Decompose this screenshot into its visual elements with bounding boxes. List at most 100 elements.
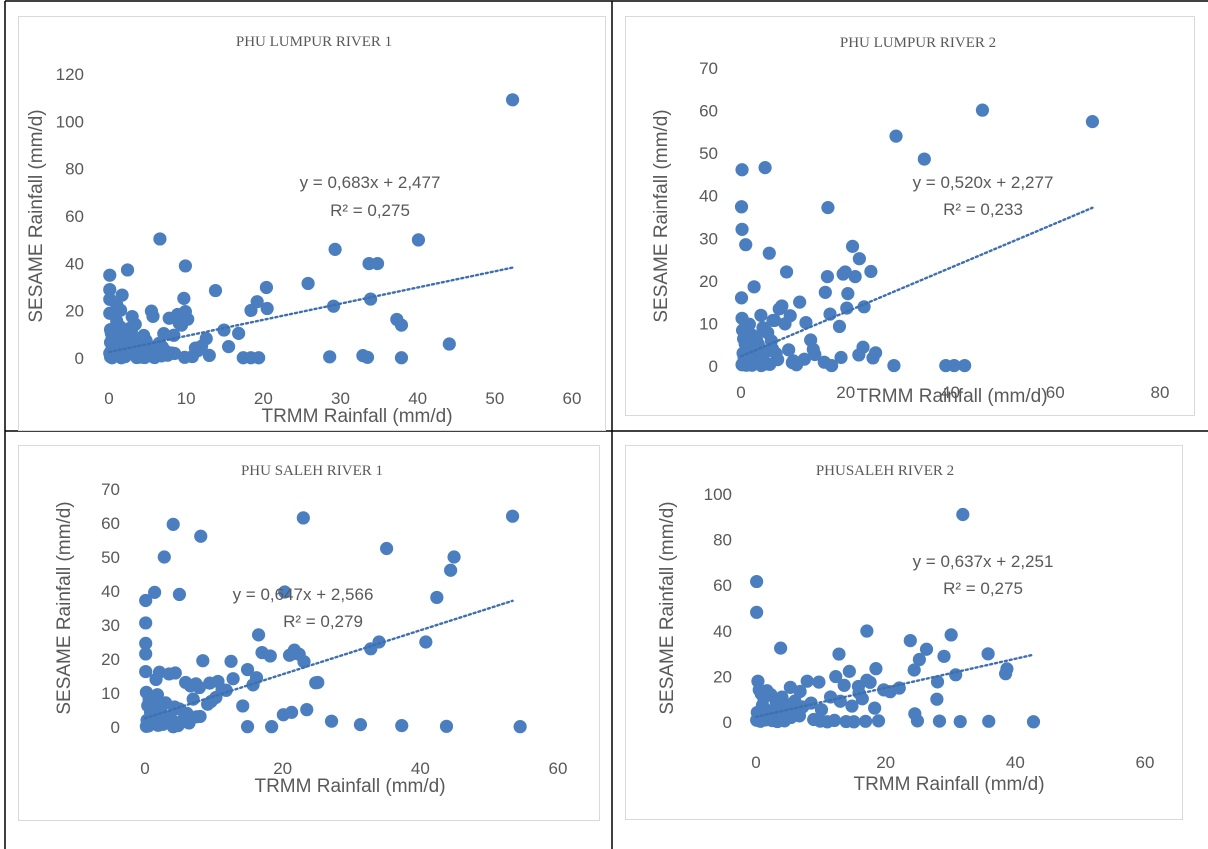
data-point [775,299,789,313]
data-point [975,103,990,117]
y-tick-label: 10 [699,314,718,333]
data-point [883,685,897,699]
data-point [172,587,187,602]
data-point [812,675,826,689]
data-point [944,628,958,642]
data-point [832,647,846,661]
y-tick-label: 60 [65,207,84,226]
y-tick-label: 10 [101,684,120,703]
data-point [937,649,951,663]
data-point [324,714,339,728]
data-point [186,692,200,706]
data-point [842,664,856,678]
data-point [868,701,882,715]
data-point [782,343,796,357]
data-point [778,317,792,331]
x-tick-label: 40 [941,383,960,402]
y-tick-label: 20 [699,272,718,291]
data-point [118,349,132,364]
data-point [430,590,444,605]
data-point [300,703,314,717]
data-point [739,238,753,252]
data-point [947,358,961,373]
y-tick-label: 80 [713,531,732,550]
data-point [1085,115,1100,129]
data-point [394,318,409,332]
data-point [115,288,129,302]
y-axis-label: SESAME Rainfall (mm/d) [26,109,47,322]
data-point [804,696,818,710]
x-axis-label: TRMM Rainfall (mm/d) [254,776,445,797]
data-point [860,624,874,638]
data-point [864,264,878,279]
x-tick-label: 80 [1151,383,1170,402]
data-point [871,714,886,728]
y-tick-label: 30 [699,229,718,248]
data-point [821,201,835,215]
data-point [149,672,163,687]
data-point [265,720,279,734]
data-point [919,642,934,656]
x-axis-label: TRMM Rainfall (mm/d) [856,386,1047,407]
data-point [236,699,250,713]
x-tick-label: 0 [104,389,113,408]
x-tick-label: 50 [485,389,504,408]
x-tick-label: 60 [563,389,582,408]
data-point [762,246,776,260]
x-tick-label: 0 [751,753,760,772]
x-axis-label: TRMM Rainfall (mm/d) [261,406,452,427]
data-point [814,703,829,717]
y-tick-label: 60 [713,576,732,595]
data-point [735,222,749,236]
y-tick-label: 60 [699,102,718,121]
y-tick-label: 100 [704,485,732,504]
data-point [224,654,238,668]
data-point [168,666,182,680]
data-point [177,291,191,305]
data-point [855,692,869,706]
data-point [103,346,117,360]
data-point [178,259,192,273]
data-point [734,200,749,214]
data-point [786,354,800,368]
y-tick-label: 120 [56,65,84,84]
data-point [240,720,255,734]
data-point [999,667,1013,681]
data-point [818,285,832,299]
data-point [148,585,162,599]
data-point [829,670,843,684]
data-point [192,680,206,695]
data-point [910,714,925,728]
data-point [255,645,269,660]
data-point [360,350,375,364]
data-point [244,303,258,318]
y-tick-label: 40 [101,582,120,601]
data-point [252,351,266,365]
data-point [513,720,527,734]
data-point [178,350,192,364]
x-tick-label: 40 [411,759,430,778]
data-point [889,129,903,143]
data-point [817,355,831,369]
data-point [743,356,757,370]
y-axis-label: SESAME Rainfall (mm/d) [54,501,75,714]
trendline [143,599,514,720]
data-point [278,585,292,599]
data-point [930,692,944,706]
data-point [370,256,385,271]
data-point [800,674,814,688]
chart-title: PHU LUMPUR RIVER 1 [236,34,392,50]
data-point [411,233,426,247]
y-tick-label: 40 [699,187,718,206]
data-point [930,675,945,689]
data-point [163,711,177,725]
data-point [836,267,850,281]
data-point [758,161,772,175]
data-point [395,719,409,733]
data-point [820,270,835,284]
r-squared-label: R² = 0,279 [283,612,363,631]
x-axis-label: TRMM Rainfall (mm/d) [853,774,1044,795]
data-point [903,634,917,648]
